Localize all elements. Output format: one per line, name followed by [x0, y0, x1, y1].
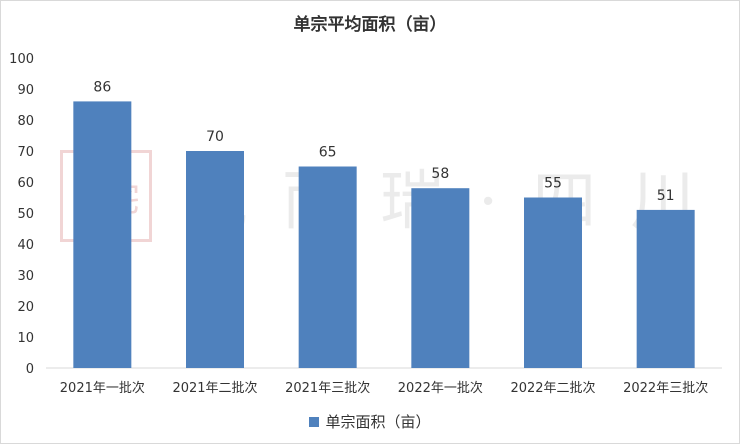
- bar: [411, 188, 470, 368]
- bar: [636, 209, 695, 368]
- legend-swatch: [309, 416, 320, 427]
- y-tick-label: 40: [17, 238, 34, 253]
- y-tick-label: 30: [17, 269, 34, 284]
- x-tick-label: 2021年二批次: [172, 380, 257, 396]
- legend-label: 单宗面积（亩）: [325, 413, 431, 431]
- y-tick-label: 100: [9, 52, 34, 67]
- bar-value-label: 55: [544, 176, 562, 192]
- y-tick-label: 60: [17, 176, 34, 191]
- bar-value-label: 58: [431, 166, 449, 182]
- bar-value-label: 51: [657, 188, 675, 204]
- y-tick-label: 0: [26, 362, 34, 377]
- y-tick-label: 70: [17, 145, 34, 160]
- bars: [73, 101, 695, 369]
- bar-value-label: 86: [93, 79, 111, 95]
- legend: 单宗面积（亩）: [0, 411, 740, 432]
- bar-value-label: 70: [206, 129, 224, 145]
- y-tick-label: 10: [17, 331, 34, 346]
- x-tick-label: 2022年二批次: [510, 380, 595, 396]
- x-tick-label: 2021年三批次: [285, 380, 370, 396]
- x-tick-label: 2021年一批次: [60, 380, 145, 396]
- bar: [524, 197, 582, 368]
- axes: 0 10 20 30 40 50 60 70 80 90 100 2021年一批次 2021年二批次 20…: [9, 52, 722, 396]
- x-tick-label: 2022年一批次: [398, 380, 483, 396]
- bar-value-label: 65: [319, 145, 337, 161]
- bar: [186, 151, 244, 368]
- bar: [298, 166, 357, 368]
- y-tick-label: 90: [17, 83, 34, 98]
- bar: [73, 101, 132, 369]
- y-tick-label: 80: [17, 114, 34, 129]
- x-tick-label: 2022年三批次: [623, 380, 708, 396]
- y-tick-label: 50: [17, 207, 34, 222]
- y-tick-label: 20: [17, 300, 34, 315]
- chart-title: 单宗平均面积（亩）: [293, 15, 447, 35]
- data-labels: 86 70 65 58 55 51: [93, 79, 674, 203]
